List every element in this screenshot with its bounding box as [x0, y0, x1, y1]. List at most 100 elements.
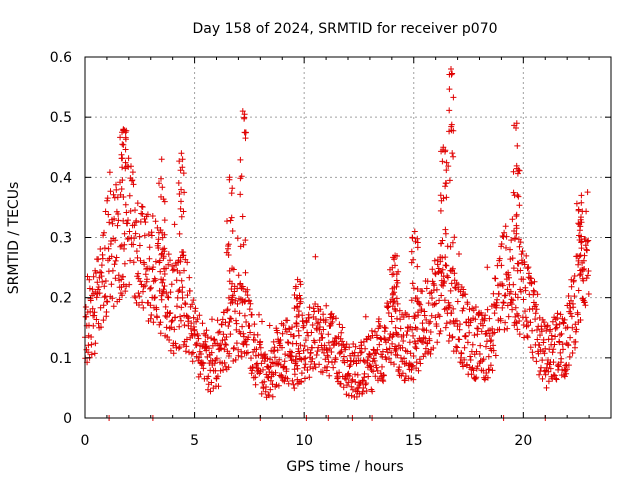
data-point — [307, 349, 314, 356]
data-point — [394, 300, 401, 307]
data-point — [106, 219, 113, 226]
data-point — [171, 326, 178, 333]
data-point — [552, 333, 559, 340]
data-point — [161, 217, 168, 224]
data-point — [269, 393, 276, 400]
data-point — [448, 71, 455, 78]
data-point — [160, 196, 167, 203]
data-point — [156, 259, 163, 266]
data-point — [443, 262, 450, 269]
data-point — [561, 316, 568, 323]
data-point — [313, 352, 320, 358]
y-tick-label: 0.6 — [50, 50, 72, 66]
data-point — [568, 283, 575, 290]
data-point — [244, 292, 251, 299]
data-point — [320, 326, 327, 333]
data-point — [526, 270, 532, 277]
data-point — [122, 201, 129, 208]
data-point — [306, 374, 313, 381]
data-point — [522, 308, 528, 315]
data-point — [427, 350, 434, 357]
data-point — [574, 311, 581, 318]
data-point — [248, 311, 255, 318]
data-point — [92, 340, 99, 347]
data-point — [102, 278, 109, 284]
data-point — [285, 380, 292, 387]
data-point — [578, 219, 585, 226]
data-point — [168, 318, 175, 325]
data-point — [99, 278, 106, 285]
data-point — [235, 346, 242, 353]
data-point — [533, 358, 540, 365]
data-point — [186, 288, 193, 294]
data-point — [569, 324, 576, 331]
data-point — [113, 254, 120, 261]
data-point — [159, 279, 166, 286]
data-point — [467, 353, 474, 360]
data-point — [190, 349, 196, 356]
data-point — [584, 238, 591, 245]
data-point — [346, 344, 353, 351]
data-point — [514, 267, 521, 274]
data-point — [408, 363, 415, 370]
data-point — [503, 244, 509, 251]
data-point — [433, 323, 440, 330]
data-point — [392, 324, 399, 331]
data-point — [575, 287, 582, 294]
data-point — [304, 346, 311, 353]
data-point — [516, 318, 523, 324]
data-point — [302, 355, 309, 362]
data-point — [171, 221, 178, 228]
data-point — [410, 353, 417, 359]
y-axis-label: SRMTID / TECUs — [6, 182, 22, 295]
data-point — [394, 352, 401, 359]
data-point — [512, 304, 519, 311]
data-point — [306, 315, 312, 321]
data-point — [153, 306, 160, 313]
data-point — [446, 86, 453, 93]
data-point — [415, 367, 422, 374]
data-point — [487, 362, 494, 369]
data-point — [133, 248, 140, 255]
data-point — [373, 364, 380, 371]
data-point — [461, 344, 468, 351]
data-point — [302, 337, 309, 344]
data-point — [88, 351, 95, 358]
data-point — [381, 335, 388, 342]
data-point — [578, 192, 585, 199]
y-tick-label: 0.3 — [50, 231, 72, 247]
data-point — [152, 277, 159, 284]
data-point — [411, 228, 418, 235]
data-point — [109, 295, 116, 302]
data-point — [437, 254, 444, 261]
data-point — [86, 276, 93, 283]
data-point — [368, 363, 374, 370]
data-point — [429, 295, 435, 302]
data-point — [556, 321, 563, 327]
data-point — [295, 345, 302, 352]
data-point — [414, 286, 421, 292]
data-point — [142, 282, 149, 289]
data-point — [180, 252, 187, 259]
data-point — [186, 274, 193, 281]
data-point — [317, 306, 324, 313]
data-point — [96, 290, 103, 297]
data-point — [396, 364, 403, 371]
y-tick-label: 0.5 — [50, 110, 72, 126]
data-point — [557, 349, 564, 356]
data-point — [141, 261, 148, 268]
data-point — [176, 158, 183, 165]
data-point — [95, 256, 102, 263]
data-point — [137, 278, 144, 285]
data-point — [194, 340, 200, 347]
data-point — [294, 362, 300, 369]
data-point — [525, 264, 532, 271]
data-point — [427, 318, 434, 325]
data-point — [417, 360, 424, 367]
data-points — [82, 66, 592, 421]
data-point — [400, 338, 407, 344]
data-point — [168, 281, 175, 288]
data-point — [208, 335, 215, 342]
data-point — [241, 114, 248, 121]
data-point — [473, 365, 480, 372]
